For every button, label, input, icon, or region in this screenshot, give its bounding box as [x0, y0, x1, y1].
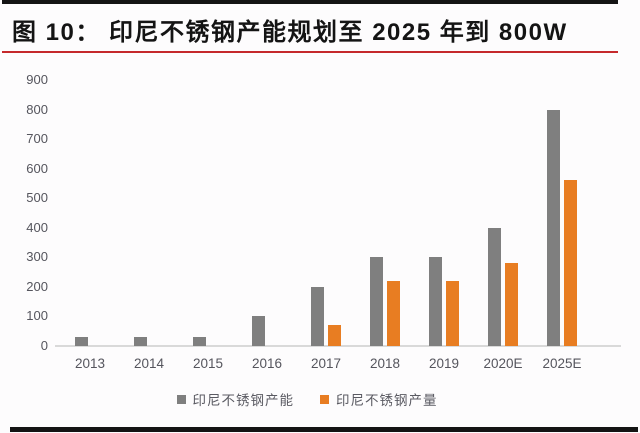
- bar-capacity-2025E: [547, 110, 560, 346]
- x-tick-label: 2015: [192, 356, 224, 371]
- top-border-rule: [2, 0, 618, 4]
- y-tick-label: 0: [40, 338, 48, 353]
- y-tick-label: 100: [26, 308, 48, 324]
- x-tick-label: 2018: [369, 356, 401, 371]
- bar-capacity-2016: [252, 316, 265, 346]
- legend-label: 印尼不锈钢产能: [192, 393, 294, 408]
- bar-capacity-2014: [134, 337, 147, 346]
- bar-output-2017: [328, 325, 341, 346]
- y-tick-label: 300: [26, 249, 48, 265]
- x-tick-label: 2013: [74, 356, 106, 371]
- bar-output-2018: [387, 281, 400, 346]
- legend-swatch-icon: [320, 394, 329, 404]
- x-tick-label: 2020E: [483, 356, 523, 371]
- bar-capacity-2013: [75, 337, 88, 346]
- x-tick-label: 2014: [133, 356, 165, 371]
- legend-label: 印尼不锈钢产量: [336, 393, 438, 408]
- bar-capacity-2015: [193, 337, 206, 346]
- y-tick-label: 900: [26, 72, 48, 87]
- bar-output-2019: [446, 281, 459, 346]
- legend-swatch-icon: [176, 394, 186, 404]
- x-tick-label: 2025E: [542, 356, 582, 371]
- bar-capacity-2017: [311, 287, 324, 346]
- x-axis-line: [55, 345, 621, 347]
- bar-capacity-2019: [429, 257, 442, 346]
- bottom-border-rule: [10, 427, 638, 432]
- bar-output-2020E: [505, 263, 518, 346]
- legend-item: 印尼不锈钢产能: [176, 389, 295, 409]
- y-tick-label: 700: [26, 131, 48, 147]
- bar-capacity-2020E: [488, 228, 501, 346]
- bar-capacity-2018: [370, 257, 383, 346]
- x-tick-label: 2019: [428, 356, 460, 371]
- chart-legend: 印尼不锈钢产能 印尼不锈钢产量: [0, 389, 614, 409]
- bar-output-2025E: [564, 180, 577, 346]
- x-tick-label: 2016: [251, 356, 283, 371]
- y-tick-label: 600: [26, 160, 48, 176]
- y-tick-label: 400: [26, 219, 48, 235]
- figure-title: 图 10： 印尼不锈钢产能规划至 2025 年到 800W: [12, 19, 568, 46]
- legend-item: 印尼不锈钢产量: [320, 389, 438, 409]
- title-underline-rule: [2, 51, 618, 53]
- x-tick-label: 2017: [310, 356, 342, 371]
- y-tick-label: 200: [26, 278, 48, 294]
- y-tick-label: 800: [26, 101, 48, 117]
- y-tick-label: 500: [26, 190, 48, 206]
